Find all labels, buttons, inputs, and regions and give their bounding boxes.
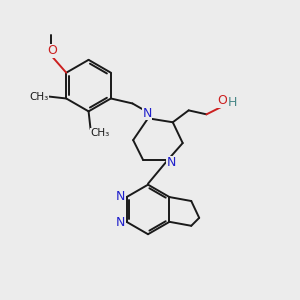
Text: N: N: [167, 156, 176, 170]
Text: CH₃: CH₃: [91, 128, 110, 138]
Text: CH₃: CH₃: [29, 92, 48, 101]
Text: N: N: [116, 216, 125, 229]
Text: N: N: [142, 107, 152, 120]
Text: O: O: [47, 44, 57, 57]
Text: O: O: [218, 94, 227, 107]
Text: H: H: [227, 96, 237, 109]
Text: N: N: [116, 190, 125, 202]
